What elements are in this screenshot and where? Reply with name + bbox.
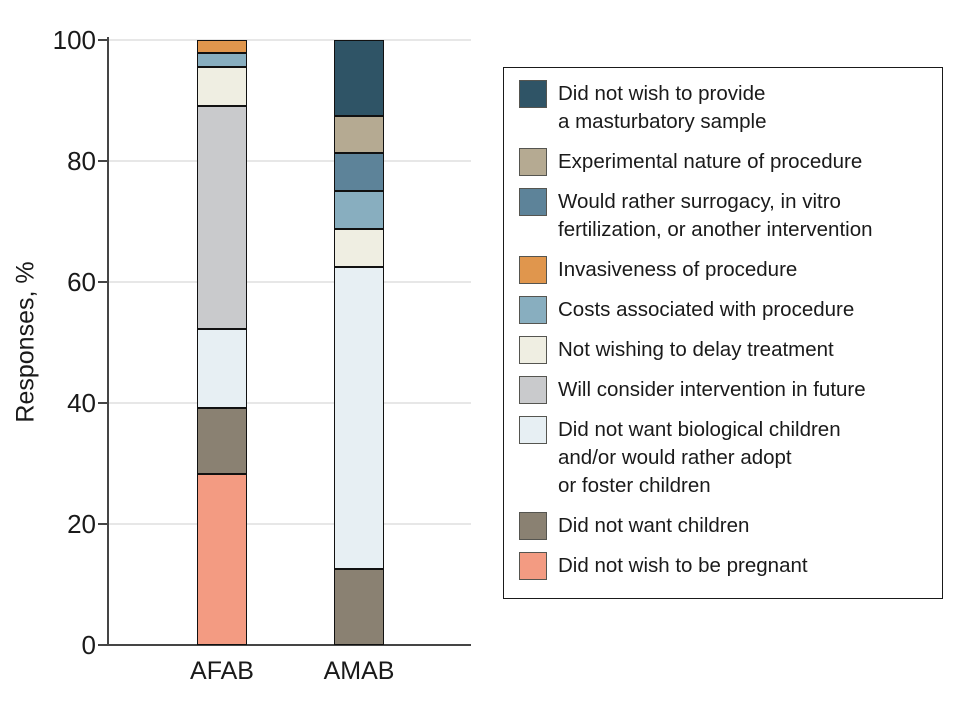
bar-segment: [334, 266, 384, 570]
legend-item: Experimental nature of procedure: [519, 148, 936, 176]
y-tick: [98, 39, 108, 41]
legend-label: Not wishing to delay treatment: [558, 338, 834, 361]
legend-swatch: [519, 256, 547, 284]
legend-swatch: [519, 552, 547, 580]
bar-segment: [197, 40, 247, 54]
bar-segment: [197, 66, 247, 106]
legend-label: Did not want children: [558, 514, 750, 537]
bar-segment: [197, 105, 247, 330]
y-tick: [98, 402, 108, 404]
y-tick-label: 80: [67, 146, 96, 176]
legend-label: Would rather surrogacy, in vitro fertili…: [558, 190, 873, 241]
legend-item: Did not wish to be pregnant: [519, 552, 936, 580]
legend-swatch: [519, 512, 547, 540]
legend-item: Did not wish to provide a masturbatory s…: [519, 80, 936, 136]
legend-item: Costs associated with procedure: [519, 296, 936, 324]
bar-segment: [334, 40, 384, 116]
legend-swatch: [519, 376, 547, 404]
y-tick-label: 0: [81, 630, 96, 660]
x-tick-label: AFAB: [190, 657, 254, 685]
bar-segment: [197, 53, 247, 67]
legend-swatch: [519, 148, 547, 176]
y-tick: [98, 644, 108, 646]
legend-item: Invasiveness of procedure: [519, 256, 936, 284]
y-tick-label: 40: [67, 388, 96, 418]
bar-segment: [197, 407, 247, 474]
gridline: [108, 39, 471, 41]
bar-segment: [334, 191, 384, 230]
legend-item: Did not want biological children and/or …: [519, 416, 936, 500]
legend-label: Did not wish to provide a masturbatory s…: [558, 82, 767, 133]
bar-segment: [334, 569, 384, 645]
y-tick-label: 20: [67, 509, 96, 539]
bar-segment: [197, 329, 247, 408]
bar-segment: [197, 473, 247, 645]
x-axis-line: [107, 644, 471, 646]
y-tick-label: 100: [52, 25, 96, 55]
legend-label: Will consider intervention in future: [558, 378, 866, 401]
legend-label: Experimental nature of procedure: [558, 150, 863, 173]
gridline: [108, 281, 471, 283]
gridline: [108, 523, 471, 525]
legend-swatch: [519, 188, 547, 216]
legend-label: Costs associated with procedure: [558, 298, 855, 321]
legend-label: Invasiveness of procedure: [558, 258, 798, 281]
legend-label: Did not wish to be pregnant: [558, 554, 808, 577]
y-tick: [98, 523, 108, 525]
bar-segment: [334, 153, 384, 192]
y-axis-line: [107, 37, 109, 646]
gridline: [108, 402, 471, 404]
y-tick-label: 60: [67, 267, 96, 297]
legend-swatch: [519, 336, 547, 364]
legend-swatch: [519, 80, 547, 108]
legend-item: Will consider intervention in future: [519, 376, 936, 404]
legend-item: Did not want children: [519, 512, 936, 540]
legend-item: Not wishing to delay treatment: [519, 336, 936, 364]
bar-segment: [334, 229, 384, 267]
legend-swatch: [519, 296, 547, 324]
legend-item: Would rather surrogacy, in vitro fertili…: [519, 188, 936, 244]
legend-swatch: [519, 416, 547, 444]
gridline: [108, 160, 471, 162]
bar-segment: [334, 115, 384, 154]
legend-label: Did not want biological children and/or …: [558, 418, 841, 497]
y-tick: [98, 281, 108, 283]
legend: Did not wish to provide a masturbatory s…: [503, 67, 943, 599]
y-tick: [98, 160, 108, 162]
x-tick-label: AMAB: [323, 657, 395, 685]
